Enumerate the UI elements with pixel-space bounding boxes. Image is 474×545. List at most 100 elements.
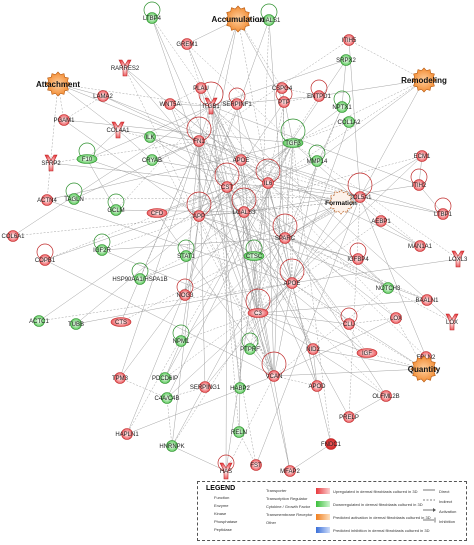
gene-node-reln[interactable]: RELN xyxy=(231,426,247,438)
gene-node-ptprf[interactable]: PTPRF xyxy=(240,343,260,355)
gene-node-habp2[interactable]: HABP2 xyxy=(230,382,250,394)
gene-node-entpd1[interactable]: ENTPD1 xyxy=(307,90,331,102)
network-edge xyxy=(180,237,286,342)
gene-node-col6a1[interactable]: COL6A1 xyxy=(1,230,25,242)
gene-node-nog3[interactable]: NOG3 xyxy=(176,289,194,301)
gene-node-stat1[interactable]: STAT1 xyxy=(177,250,196,262)
gene-node-itih2[interactable]: ITIH2 xyxy=(412,179,427,191)
gene-node-nptx1[interactable]: NPTX1 xyxy=(332,101,352,113)
gene-node-loxl[interactable]: LOX xyxy=(445,313,459,331)
gene-node-f10[interactable]: F10 xyxy=(76,154,98,164)
gene-node-pdcd6ip[interactable]: PDCD6IP xyxy=(152,372,178,384)
gene-node-tpm3[interactable]: TPM3 xyxy=(112,372,129,384)
function-node-formation[interactable]: Formation xyxy=(325,189,357,215)
network-edge xyxy=(198,215,387,397)
gene-node-manta1[interactable]: MAN1A1 xyxy=(408,240,433,252)
gene-node-tgfb[interactable]: TGFβ xyxy=(282,138,304,148)
gene-node-wnt5a[interactable]: WNT5A xyxy=(160,98,181,110)
gene-node-igf[interactable]: IGF xyxy=(356,348,378,358)
network-edge xyxy=(226,186,397,319)
gene-node-fn1[interactable]: FN1 xyxy=(193,135,205,147)
gene-node-gclm[interactable]: GCLM xyxy=(107,204,125,216)
gene-label: LOXL3 xyxy=(449,257,468,263)
gene-node-npm1[interactable]: NPM1 xyxy=(173,335,190,347)
gene-node-cspg4[interactable]: CSPG4 xyxy=(272,82,293,94)
network-edge xyxy=(44,182,269,261)
gene-node-rarres2[interactable]: RARRES2 xyxy=(111,59,140,77)
gene-node-lgals1[interactable]: LGALS1 xyxy=(258,14,281,26)
gene-node-c4[interactable]: C4A/C4B xyxy=(154,392,180,404)
gene-node-ctsc[interactable]: CTSC xyxy=(243,251,265,261)
gene-node-sfrp2[interactable]: SFRP2 xyxy=(41,154,61,172)
gene-node-tagln[interactable]: TAGLN xyxy=(64,193,84,205)
gene-node-hnrnpk[interactable]: HNRNPK xyxy=(159,440,185,452)
gene-node-cts[interactable]: CTS xyxy=(110,317,132,327)
gene-node-itih5[interactable]: ITIH5 xyxy=(342,34,357,46)
legend-box: LEGEND Function Enzyme Kinase Phosphatas… xyxy=(197,481,467,541)
network-edge xyxy=(124,67,275,377)
gene-node-app[interactable]: APP xyxy=(193,210,205,222)
gene-node-ilk[interactable]: ILK xyxy=(144,131,156,143)
network-edge xyxy=(198,215,359,260)
gene-node-has[interactable]: HAS xyxy=(219,462,233,480)
gene-node-col4a1[interactable]: COL4A1 xyxy=(106,121,130,139)
gene-node-tubb[interactable]: TUBB xyxy=(68,318,84,330)
gene-node-srpx2[interactable]: SRPX2 xyxy=(336,54,356,66)
gene-node-hsp[interactable]: HSP90AA1/HSPA1B xyxy=(112,273,168,285)
gene-node-ptp[interactable]: PTP xyxy=(278,96,290,108)
gene-node-actn4[interactable]: ACTN4 xyxy=(37,194,57,206)
gene-node-clu[interactable]: CLU xyxy=(343,318,355,330)
gene-node-cst[interactable]: CST xyxy=(221,181,233,193)
gene-node-fndc1[interactable]: FNDC1 xyxy=(321,438,342,450)
gene-node-baslin1[interactable]: BAALN1 xyxy=(415,294,439,306)
gene-node-cfd[interactable]: CFD xyxy=(146,208,168,218)
network-edge xyxy=(73,196,361,200)
gene-node-col5a1[interactable]: COL5A1 xyxy=(348,191,372,203)
gene-node-plau[interactable]: PLAU xyxy=(193,82,209,94)
function-node-accumulation[interactable]: Accumulation xyxy=(212,5,265,33)
gene-node-fst[interactable]: FST xyxy=(250,459,262,471)
gene-node-nid2[interactable]: NID2 xyxy=(306,343,320,355)
gene-node-aebp1[interactable]: AEBP1 xyxy=(371,215,391,227)
gene-node-apod[interactable]: APOD xyxy=(308,380,326,392)
gene-node-vcan[interactable]: VCAN xyxy=(266,370,283,382)
gene-node-mfap2[interactable]: MFAP2 xyxy=(280,465,300,477)
gene-node-lama2[interactable]: LAMA2 xyxy=(93,90,113,102)
gene-node-olfml2b[interactable]: OLFML2B xyxy=(372,390,400,402)
gene-node-pgam1[interactable]: PGAM1 xyxy=(53,114,75,126)
function-node-remodeling[interactable]: Remodeling xyxy=(401,67,447,93)
gene-node-mmp14[interactable]: MMP14 xyxy=(307,155,328,167)
gene-node-loxl3[interactable]: LOXL3 xyxy=(449,250,468,268)
gene-node-ecm1[interactable]: ECM1 xyxy=(414,150,431,162)
gene-node-il6[interactable]: IL6 xyxy=(262,177,274,189)
gene-node-itgb1[interactable]: ITGB1 xyxy=(202,97,220,115)
gene-node-hapln1[interactable]: HAPLN1 xyxy=(115,428,139,440)
gene-node-col1a2[interactable]: COL1A2 xyxy=(337,116,361,128)
gene-node-lox[interactable]: LOX xyxy=(390,312,402,324)
network-edge xyxy=(226,186,318,387)
gene-node-notch3[interactable]: NOTCH3 xyxy=(376,282,401,294)
node-shape xyxy=(352,253,364,265)
network-edge xyxy=(101,249,259,314)
gene-node-igf2r[interactable]: IGF2R xyxy=(93,244,112,256)
gene-node-apoe_top[interactable]: APOE xyxy=(233,154,250,166)
gene-node-igfbp4[interactable]: IGFBP4 xyxy=(347,253,369,265)
gene-node-c3[interactable]: C3 xyxy=(247,308,269,318)
gene-node-ltbp1[interactable]: LTBP1 xyxy=(434,208,453,220)
gene-node-apoe[interactable]: APOE xyxy=(284,277,301,289)
gene-node-serping1[interactable]: SERPING1 xyxy=(190,381,221,393)
gene-node-lgals3[interactable]: LGALS3 xyxy=(233,206,256,218)
function-node-quantity[interactable]: Quantity xyxy=(408,355,441,383)
gene-node-cryab[interactable]: CRYAB xyxy=(142,154,162,166)
gene-node-prelp[interactable]: PRELP xyxy=(339,411,359,423)
gene-node-ltbp4[interactable]: LTBP4 xyxy=(143,12,162,24)
function-node-attachment[interactable]: Attachment xyxy=(36,71,80,97)
node-shape xyxy=(343,34,355,46)
gene-node-grem1[interactable]: GREM1 xyxy=(176,38,198,50)
node-shape xyxy=(263,14,275,26)
gene-node-serpinf1[interactable]: SERPINF1 xyxy=(222,98,252,110)
gene-node-copb1[interactable]: COPB1 xyxy=(35,254,56,266)
gene-node-sparc[interactable]: SPARC xyxy=(275,232,296,244)
network-edge xyxy=(257,155,423,314)
gene-node-actc1[interactable]: ACTC1 xyxy=(29,315,49,327)
